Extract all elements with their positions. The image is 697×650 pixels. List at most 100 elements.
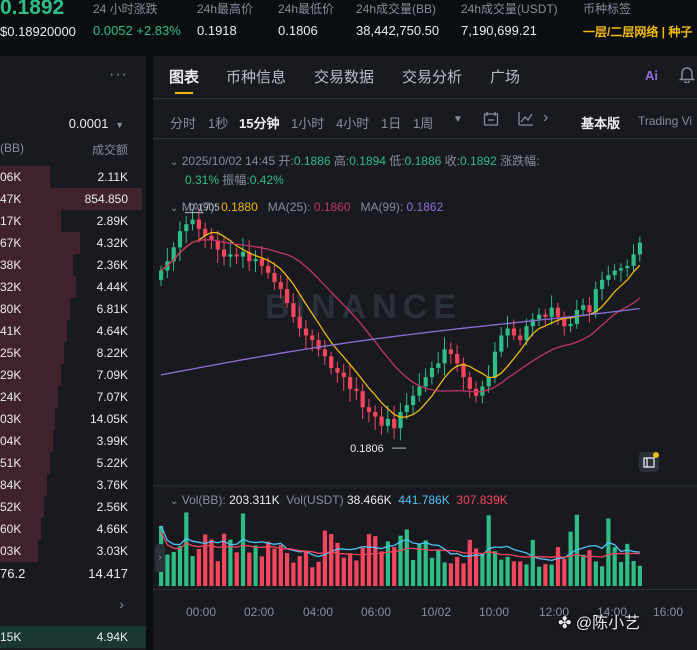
candle-body bbox=[316, 340, 321, 350]
ask-total: 2.36K bbox=[96, 258, 128, 272]
candle-body bbox=[398, 411, 403, 429]
candle-body bbox=[600, 279, 605, 290]
high-value: 0.1894 bbox=[349, 154, 386, 168]
tab-1[interactable]: 币种信息 bbox=[226, 69, 287, 86]
volume-bar bbox=[203, 534, 208, 586]
ask-row[interactable]: 03K 3.03K bbox=[0, 540, 146, 562]
volume-bar bbox=[555, 547, 561, 586]
volume-bar bbox=[505, 556, 510, 586]
candle-body bbox=[442, 349, 447, 364]
volume-bar bbox=[366, 534, 372, 586]
chevron-right-icon[interactable]: › bbox=[119, 596, 124, 612]
chevron-down-icon[interactable]: ⌄ bbox=[170, 496, 179, 507]
volume-bar bbox=[354, 560, 359, 586]
ma99-line bbox=[160, 307, 640, 376]
timeframe-dropdown-icon[interactable]: ▼ bbox=[453, 114, 463, 125]
notes-icon[interactable] bbox=[639, 452, 659, 472]
ask-row[interactable]: 17K 2.89K bbox=[0, 210, 146, 232]
stat-label: 24h成交量(BB) bbox=[356, 2, 437, 16]
ask-row[interactable]: 47K 854.850 bbox=[0, 188, 146, 210]
tab-3[interactable]: 交易分析 bbox=[402, 69, 463, 86]
ask-row[interactable]: 51K 5.22K bbox=[0, 452, 146, 474]
timeframe-option[interactable]: 1秒 bbox=[208, 116, 229, 131]
chevron-right-icon[interactable]: › bbox=[155, 544, 165, 572]
ask-row[interactable]: 80K 6.81K bbox=[0, 298, 146, 320]
candle-body bbox=[518, 335, 523, 341]
ma7-label: MA(7) bbox=[181, 200, 215, 214]
depth-bar bbox=[0, 342, 64, 364]
chevron-down-icon[interactable]: ⌄ bbox=[170, 157, 179, 168]
ask-total: 854.850 bbox=[84, 192, 128, 206]
candlestick-chart[interactable]: BINANCE 0.1905 0.1806 bbox=[153, 56, 697, 650]
candle-body bbox=[272, 272, 277, 283]
ask-amount: 03K bbox=[0, 544, 22, 558]
ask-amount: 04K bbox=[0, 434, 22, 448]
bell-icon[interactable] bbox=[678, 65, 696, 88]
amp-value: 0.42% bbox=[249, 173, 284, 187]
candle-body bbox=[467, 377, 472, 389]
volume-bar bbox=[266, 541, 271, 586]
ask-amount: 67K bbox=[0, 236, 22, 250]
volume-bar bbox=[335, 542, 340, 586]
ask-row[interactable]: 32K 4.44K bbox=[0, 276, 146, 298]
tab-0[interactable]: 图表 bbox=[169, 69, 200, 86]
timeframe-option[interactable]: 4小时 bbox=[336, 116, 370, 131]
ask-total: 6.81K bbox=[96, 302, 128, 316]
precision-selector[interactable]: 0.0001 ▼ bbox=[69, 116, 124, 131]
candle-body bbox=[348, 377, 353, 389]
candle-body bbox=[581, 305, 586, 310]
stat-label: 币种标签 bbox=[583, 2, 632, 16]
timeframe-option[interactable]: 1小时 bbox=[291, 116, 325, 131]
ma25-value: 0.1860 bbox=[313, 200, 351, 214]
timeframe-option[interactable]: 分时 bbox=[170, 116, 197, 131]
candle-body bbox=[297, 316, 302, 329]
more-dots-icon[interactable]: ··· bbox=[109, 66, 128, 83]
ask-row[interactable]: 24K 7.07K bbox=[0, 386, 146, 408]
timeframe-option[interactable]: 1日 bbox=[381, 116, 402, 131]
volume-bar bbox=[543, 564, 548, 586]
order-book: ··· 0.0001 ▼ (BB) 成交额 06K 2.11K 47K 854.850… bbox=[0, 56, 146, 650]
ask-total: 7.09K bbox=[96, 368, 128, 382]
chart-panel: 图表 币种信息 交易数据 交易分析 广场 Ai 分时 1秒 15分钟 1小时 4小时 1日 1周 ▼… bbox=[153, 56, 697, 650]
ask-row[interactable]: 29K 7.09K bbox=[0, 364, 146, 386]
view-basic-button[interactable]: 基本版 bbox=[581, 116, 621, 131]
bid-row[interactable]: 15K 4.94K bbox=[0, 626, 146, 648]
ask-row[interactable]: 60K 4.66K bbox=[0, 518, 146, 540]
ask-amount: 80K bbox=[0, 302, 22, 316]
chevron-down-icon[interactable]: ⌄ bbox=[170, 203, 179, 214]
ask-total: 5.22K bbox=[96, 456, 128, 470]
candle-body bbox=[354, 388, 359, 392]
candle-body bbox=[303, 328, 309, 336]
stat-value: 38,442,750.50 bbox=[356, 23, 440, 38]
tab-2[interactable]: 交易数据 bbox=[314, 69, 375, 86]
depth-bar bbox=[0, 254, 73, 276]
depth-bar bbox=[0, 298, 70, 320]
candle-body bbox=[240, 252, 246, 257]
ask-row[interactable]: 06K 2.11K bbox=[0, 166, 146, 188]
ai-icon[interactable]: Ai bbox=[645, 68, 658, 83]
ask-row[interactable]: 52K 2.56K bbox=[0, 496, 146, 518]
ask-row[interactable]: 25K 8.22K bbox=[0, 342, 146, 364]
timeframe-option[interactable]: 1周 bbox=[413, 116, 434, 131]
volume-bar bbox=[524, 564, 529, 586]
ask-total: 3.99K bbox=[96, 434, 128, 448]
ask-row[interactable]: 03K 14.05K bbox=[0, 408, 146, 430]
stat-value[interactable]: 一层/二层网络 | 种子 bbox=[583, 25, 693, 39]
vol-bb-value: 203.311K bbox=[229, 493, 280, 507]
ask-row[interactable]: 41K 4.64K bbox=[0, 320, 146, 342]
timeframe-option[interactable]: 15分钟 bbox=[239, 116, 280, 131]
volume-legend: ⌄ Vol(BB): 203.311K Vol(USDT) 38.466K 44… bbox=[170, 493, 508, 507]
tab-4[interactable]: 广场 bbox=[490, 69, 521, 86]
view-tradingview-button[interactable]: Trading Vi bbox=[638, 114, 693, 128]
ask-amount: 25K bbox=[0, 346, 22, 360]
indicator-icon[interactable] bbox=[483, 111, 499, 132]
draw-tool-icon[interactable] bbox=[518, 111, 534, 132]
ask-row[interactable]: 84K 3.76K bbox=[0, 474, 146, 496]
volume-bar bbox=[631, 561, 636, 586]
ask-row[interactable]: 38K 2.36K bbox=[0, 254, 146, 276]
candle-body bbox=[310, 335, 315, 341]
volume-bar bbox=[537, 566, 542, 586]
ask-row[interactable]: 04K 3.99K bbox=[0, 430, 146, 452]
chevron-right-icon[interactable]: › bbox=[543, 109, 549, 126]
ask-row[interactable]: 67K 4.32K bbox=[0, 232, 146, 254]
